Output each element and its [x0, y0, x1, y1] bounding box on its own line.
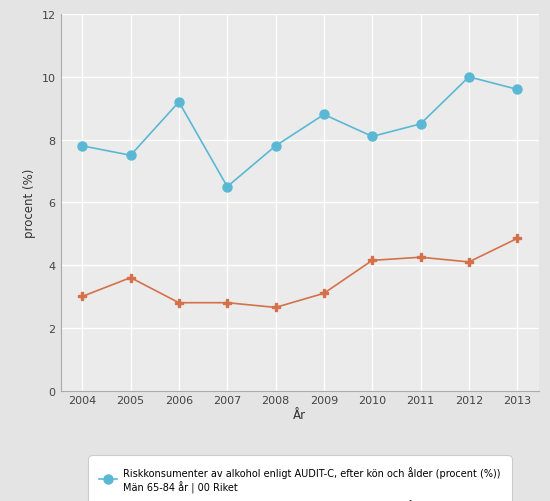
Legend: Riskkonsumenter av alkohol enligt AUDIT-C, efter kön och ålder (procent (%))
Män: Riskkonsumenter av alkohol enligt AUDIT-…	[92, 459, 507, 501]
Y-axis label: procent (%): procent (%)	[23, 168, 36, 237]
X-axis label: År: År	[293, 408, 306, 421]
